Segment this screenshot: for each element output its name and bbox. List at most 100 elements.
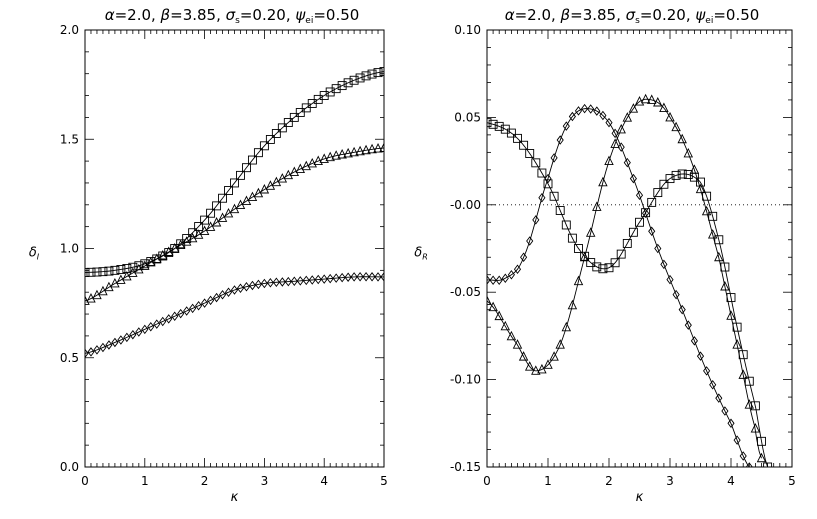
point-triangle [325, 151, 335, 162]
point-diamond [362, 271, 370, 282]
left-panel-delta-i: α=2.0, β=3.85, σs=0.20, ψei=0.50 0 1 2 3 4 5 0.… [29, 6, 388, 505]
point-diamond [87, 347, 95, 357]
point-square [349, 75, 359, 85]
point-diamond [129, 329, 137, 340]
point-triangle [567, 299, 578, 310]
point-diamond [207, 295, 215, 306]
point-diamond [201, 298, 209, 308]
point-diamond [654, 243, 662, 254]
point-square [567, 233, 577, 243]
point-diamond [242, 281, 251, 292]
point-diamond [599, 110, 607, 121]
point-diamond [501, 273, 509, 283]
point-diamond [568, 111, 576, 122]
y-tick-label: 1.5 [60, 132, 79, 146]
point-square [265, 135, 275, 144]
point-triangle [531, 365, 541, 375]
point-triangle [307, 157, 317, 168]
point-square [200, 215, 210, 225]
point-square [331, 84, 341, 94]
point-square [98, 267, 108, 277]
x-tick-label: 4 [320, 474, 328, 488]
point-triangle [555, 339, 565, 349]
point-diamond [248, 280, 257, 291]
point-diamond [520, 252, 528, 262]
x-tick-label: 1 [544, 474, 552, 488]
point-diamond [212, 292, 221, 303]
x-tick-label: 4 [727, 474, 735, 488]
point-triangle [319, 153, 329, 163]
point-triangle [579, 251, 590, 262]
point-diamond [721, 406, 729, 416]
point-square [212, 201, 222, 211]
point-triangle [367, 143, 377, 154]
point-triangle [628, 103, 639, 113]
point-triangle [653, 97, 663, 107]
point-triangle [646, 94, 657, 104]
y-axis-label: δI [29, 246, 40, 262]
point-diamond [581, 103, 589, 114]
y-tick-label: 0.0 [60, 460, 79, 474]
point-diamond [350, 272, 358, 282]
point-triangle [689, 164, 700, 174]
point-diamond [660, 259, 668, 270]
point-triangle [524, 361, 535, 371]
point-square [592, 262, 602, 272]
point-diamond [93, 345, 101, 355]
point-square [549, 191, 559, 201]
point-triangle [610, 138, 620, 148]
point-diamond [587, 104, 595, 114]
right-panel-delta-r: α=2.0, β=3.85, σs=0.20, ψei=0.50 0 1 2 3 4 5 -0… [414, 6, 796, 505]
point-diamond [105, 340, 113, 350]
point-square [506, 128, 516, 138]
point-square [665, 174, 675, 184]
point-diamond [236, 283, 245, 293]
series-line-diamond [487, 108, 750, 467]
point-triangle [494, 310, 504, 321]
point-diamond [141, 324, 149, 335]
point-diamond [617, 142, 625, 152]
point-diamond [507, 270, 515, 280]
point-diamond [260, 278, 268, 289]
point-square [271, 129, 281, 138]
point-triangle [543, 359, 553, 369]
point-diamond [177, 308, 185, 319]
point-square [104, 266, 114, 276]
point-square [683, 170, 693, 179]
point-diamond [690, 336, 698, 346]
point-triangle [488, 301, 498, 312]
point-diamond [284, 276, 292, 287]
point-square [628, 227, 638, 237]
point-diamond [159, 316, 167, 327]
point-square [610, 258, 620, 268]
point-triangle [295, 163, 306, 173]
point-diamond [727, 418, 735, 429]
series-line-diamond [85, 276, 384, 354]
point-triangle [726, 310, 736, 320]
point-triangle [732, 339, 742, 349]
point-diamond [544, 173, 552, 184]
point-diamond [117, 335, 125, 345]
plot-frame [486, 29, 793, 468]
point-triangle [604, 155, 614, 166]
point-triangle [85, 295, 90, 305]
x-tick-label: 2 [605, 474, 613, 488]
point-square [325, 87, 335, 97]
point-triangle [217, 212, 228, 222]
point-square [750, 401, 760, 411]
point-diamond [338, 272, 346, 283]
point-diamond [111, 337, 119, 348]
point-triangle [331, 150, 341, 160]
point-diamond [302, 275, 310, 286]
point-triangle [714, 251, 724, 262]
point-square [277, 123, 287, 133]
point-triangle [561, 321, 572, 332]
point-triangle [750, 423, 761, 433]
point-square [671, 170, 681, 180]
point-diamond [224, 287, 233, 297]
y-tick-label: 0.5 [60, 351, 79, 365]
point-diamond [593, 106, 601, 116]
point-diamond [684, 320, 692, 330]
point-diamond [99, 342, 107, 353]
